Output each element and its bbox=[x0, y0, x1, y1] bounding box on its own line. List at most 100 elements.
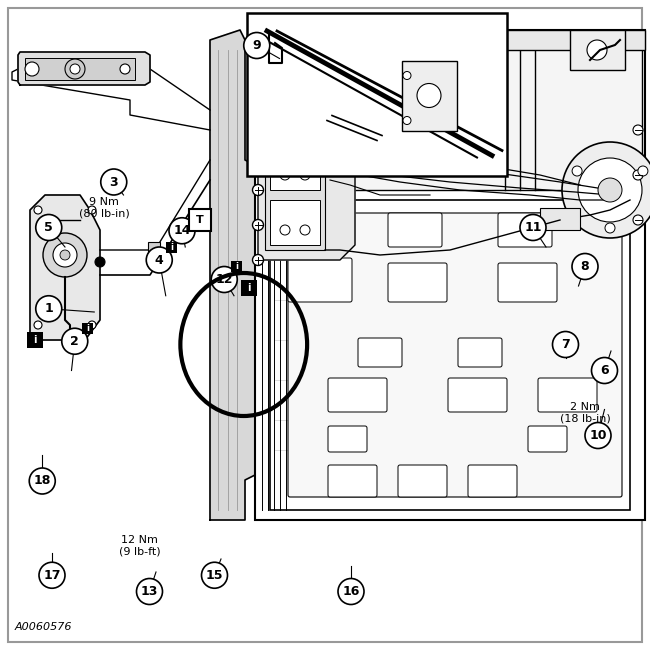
Circle shape bbox=[36, 214, 62, 240]
FancyBboxPatch shape bbox=[328, 465, 377, 497]
Text: 14: 14 bbox=[174, 224, 190, 237]
Circle shape bbox=[244, 32, 270, 58]
Circle shape bbox=[562, 142, 650, 238]
Circle shape bbox=[417, 83, 441, 107]
Circle shape bbox=[146, 247, 172, 273]
Bar bbox=[255, 30, 645, 50]
Circle shape bbox=[39, 562, 65, 588]
Circle shape bbox=[605, 223, 615, 233]
Circle shape bbox=[88, 206, 96, 214]
Text: 17: 17 bbox=[44, 569, 60, 582]
Circle shape bbox=[95, 257, 105, 267]
Circle shape bbox=[633, 215, 643, 225]
Text: A0060576: A0060576 bbox=[15, 622, 73, 632]
Circle shape bbox=[520, 214, 546, 240]
Bar bbox=[25, 58, 135, 80]
FancyBboxPatch shape bbox=[240, 280, 257, 296]
Circle shape bbox=[338, 578, 364, 604]
Circle shape bbox=[34, 206, 42, 214]
FancyBboxPatch shape bbox=[328, 426, 367, 452]
FancyBboxPatch shape bbox=[398, 465, 447, 497]
Text: 10: 10 bbox=[590, 429, 606, 442]
Text: 13: 13 bbox=[141, 585, 158, 598]
FancyBboxPatch shape bbox=[231, 261, 242, 272]
Text: 3: 3 bbox=[109, 176, 118, 188]
Text: 8: 8 bbox=[580, 260, 590, 273]
FancyBboxPatch shape bbox=[468, 465, 517, 497]
Circle shape bbox=[29, 468, 55, 494]
Text: 11: 11 bbox=[525, 221, 541, 234]
Circle shape bbox=[578, 158, 642, 222]
Bar bbox=[270, 200, 320, 245]
FancyBboxPatch shape bbox=[358, 338, 402, 367]
FancyBboxPatch shape bbox=[388, 213, 442, 247]
Circle shape bbox=[25, 62, 39, 76]
FancyBboxPatch shape bbox=[166, 242, 177, 253]
Text: 12 Nm
(9 lb-ft): 12 Nm (9 lb-ft) bbox=[119, 535, 161, 557]
Circle shape bbox=[60, 250, 70, 260]
FancyBboxPatch shape bbox=[458, 338, 502, 367]
Circle shape bbox=[638, 166, 648, 176]
Circle shape bbox=[136, 578, 162, 604]
Circle shape bbox=[587, 40, 607, 60]
Circle shape bbox=[65, 59, 85, 79]
Bar bbox=[258, 35, 642, 190]
Circle shape bbox=[252, 185, 263, 196]
Circle shape bbox=[62, 328, 88, 354]
Circle shape bbox=[252, 150, 263, 161]
FancyBboxPatch shape bbox=[288, 208, 352, 247]
Text: 9: 9 bbox=[252, 39, 261, 52]
Circle shape bbox=[300, 170, 310, 180]
Bar bbox=[540, 208, 580, 230]
Circle shape bbox=[552, 332, 578, 358]
FancyBboxPatch shape bbox=[498, 213, 552, 247]
FancyBboxPatch shape bbox=[328, 378, 387, 412]
Text: i: i bbox=[170, 243, 174, 252]
Circle shape bbox=[403, 72, 411, 79]
Polygon shape bbox=[258, 120, 355, 260]
FancyBboxPatch shape bbox=[388, 263, 447, 302]
Circle shape bbox=[252, 220, 263, 231]
Text: 5: 5 bbox=[44, 221, 53, 234]
Circle shape bbox=[598, 178, 622, 202]
Circle shape bbox=[101, 169, 127, 195]
Circle shape bbox=[633, 125, 643, 135]
Bar bbox=[247, 13, 507, 176]
Text: 12: 12 bbox=[216, 273, 233, 286]
Circle shape bbox=[572, 166, 582, 176]
Circle shape bbox=[572, 254, 598, 280]
Circle shape bbox=[36, 296, 62, 322]
Circle shape bbox=[70, 64, 80, 74]
Polygon shape bbox=[210, 30, 255, 520]
Text: 2 Nm
(18 lb-in): 2 Nm (18 lb-in) bbox=[560, 402, 610, 424]
FancyBboxPatch shape bbox=[498, 263, 557, 302]
Circle shape bbox=[300, 225, 310, 235]
Text: 7: 7 bbox=[561, 338, 570, 351]
Circle shape bbox=[403, 116, 411, 125]
Polygon shape bbox=[18, 52, 150, 85]
FancyBboxPatch shape bbox=[27, 332, 44, 348]
Text: 9 Nm
(80 lb-in): 9 Nm (80 lb-in) bbox=[79, 197, 129, 219]
Text: 15: 15 bbox=[206, 569, 223, 582]
Circle shape bbox=[585, 422, 611, 448]
Bar bbox=[570, 30, 625, 70]
Bar bbox=[270, 200, 630, 510]
Circle shape bbox=[120, 64, 130, 74]
Circle shape bbox=[252, 255, 263, 265]
Bar bbox=[402, 60, 457, 131]
Circle shape bbox=[592, 358, 618, 384]
Polygon shape bbox=[30, 195, 100, 340]
Text: 16: 16 bbox=[343, 585, 359, 598]
Bar bbox=[188, 209, 211, 231]
Text: i: i bbox=[86, 324, 89, 333]
FancyBboxPatch shape bbox=[288, 213, 622, 497]
Circle shape bbox=[53, 243, 77, 267]
Text: 18: 18 bbox=[34, 474, 51, 488]
Circle shape bbox=[169, 218, 195, 244]
Bar bbox=[270, 145, 320, 190]
FancyBboxPatch shape bbox=[448, 378, 507, 412]
Circle shape bbox=[633, 170, 643, 180]
Text: 1: 1 bbox=[44, 302, 53, 315]
Circle shape bbox=[211, 266, 237, 292]
Text: i: i bbox=[235, 263, 239, 271]
